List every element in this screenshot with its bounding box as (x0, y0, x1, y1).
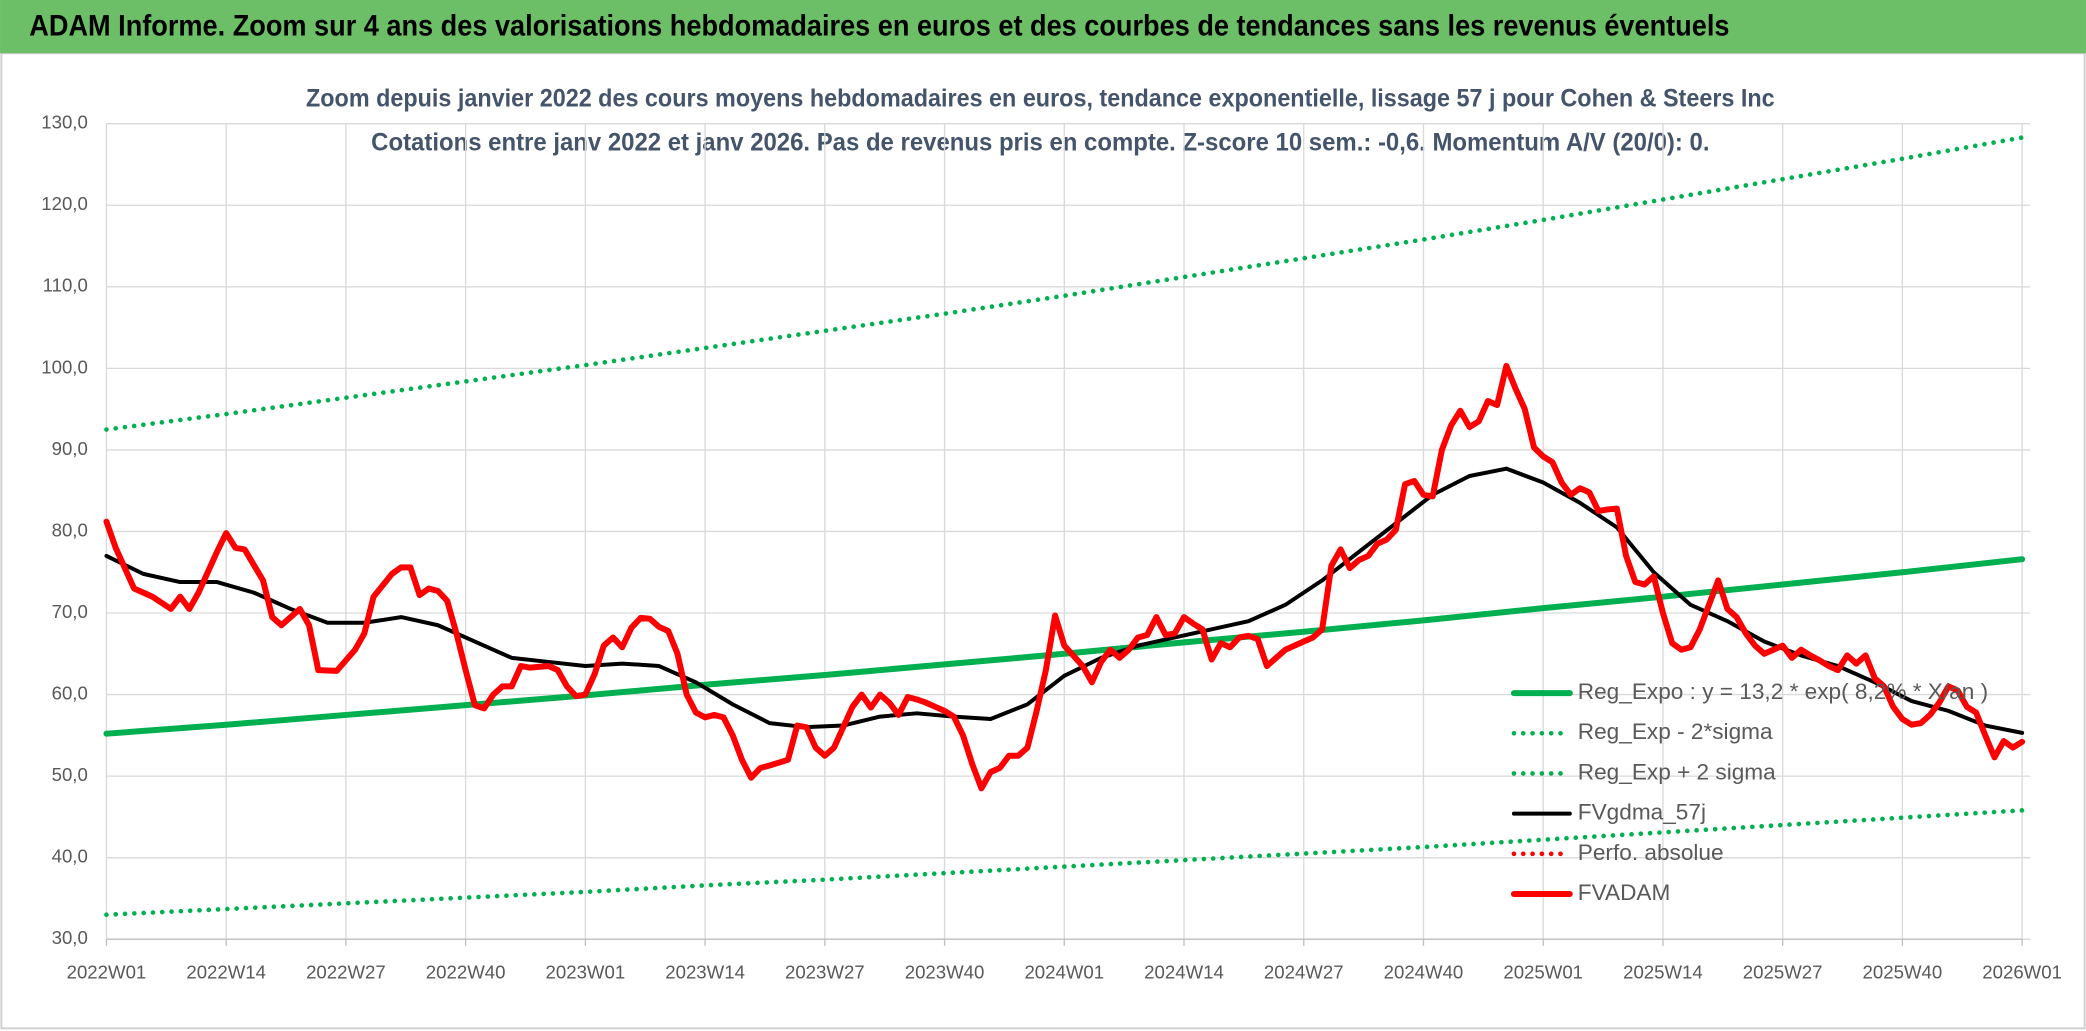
x-tick-label: 2022W40 (426, 962, 506, 983)
chart-subtitle: Cotations entre janv 2022 et janv 2026. … (371, 128, 1709, 156)
legend-label: FVADAM (1578, 880, 1671, 905)
y-tick-label: 80,0 (52, 519, 88, 540)
series-line (103, 362, 2026, 792)
header-title: ADAM Informe. Zoom sur 4 ans des valoris… (29, 11, 1729, 43)
x-tick-label: 2022W01 (67, 962, 147, 983)
y-tick-label: 120,0 (41, 193, 88, 214)
y-tick-label: 50,0 (52, 764, 88, 785)
chart-title: Zoom depuis janvier 2022 des cours moyen… (306, 84, 1775, 112)
header-banner (0, 0, 2086, 54)
x-tick-label: 2024W40 (1384, 962, 1464, 983)
series-line (104, 808, 2025, 918)
x-tick-label: 2025W01 (1503, 962, 1583, 983)
legend-label: Reg_Exp + 2 sigma (1578, 759, 1776, 784)
plot-area (103, 135, 2026, 918)
y-tick-label: 70,0 (52, 601, 88, 622)
series-line (103, 556, 2026, 737)
series-line (104, 135, 2025, 432)
legend-label: Perfo. absolue (1578, 840, 1724, 865)
y-tick-label: 130,0 (41, 112, 88, 133)
x-tick-label: 2025W40 (1863, 962, 1943, 983)
y-tick-label: 100,0 (41, 356, 88, 377)
x-tick-label: 2024W27 (1264, 962, 1344, 983)
y-tick-label: 90,0 (52, 438, 88, 459)
legend-label: Reg_Expo : y = 13,2 * exp( 8,2% * X/an ) (1578, 679, 1988, 704)
x-tick-label: 2022W14 (186, 962, 266, 983)
legend: Reg_Expo : y = 13,2 * exp( 8,2% * X/an )… (1510, 679, 1988, 905)
x-tick-label: 2022W27 (306, 962, 386, 983)
x-tick-label: 2024W01 (1024, 962, 1104, 983)
x-tick-label: 2023W27 (785, 962, 865, 983)
legend-label: Reg_Exp - 2*sigma (1578, 719, 1773, 744)
series-line (104, 466, 2025, 735)
x-tick-label: 2024W14 (1144, 962, 1224, 983)
y-tick-label: 60,0 (52, 682, 88, 703)
x-tick-label: 2025W27 (1743, 962, 1823, 983)
legend-label: FVgdma_57j (1578, 800, 1706, 825)
y-tick-label: 30,0 (52, 927, 88, 948)
x-tick-label: 2026W01 (1982, 962, 2062, 983)
y-tick-label: 110,0 (43, 275, 88, 296)
x-tick-label: 2023W40 (905, 962, 985, 983)
y-tick-label: 40,0 (52, 846, 88, 867)
x-tick-label: 2023W14 (665, 962, 745, 983)
x-tick-label: 2023W01 (546, 962, 626, 983)
x-tick-label: 2025W14 (1623, 962, 1703, 983)
grid: 30,0 40,0 50,0 60,0 70,0 80,0 90,0 100,0 110,0 12… (41, 112, 2062, 983)
